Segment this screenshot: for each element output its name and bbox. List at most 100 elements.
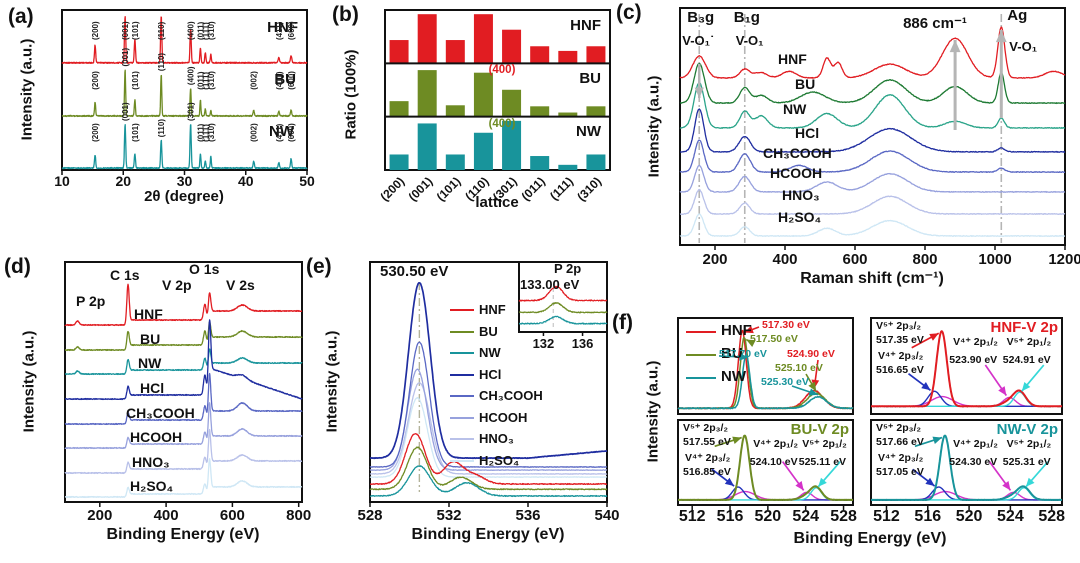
panel-e-xlabel: Binding Energy (eV) <box>411 526 565 543</box>
annotation-arrowhead <box>949 40 961 53</box>
ratio-bar-NW <box>445 154 465 170</box>
panel-f-overlay-frame <box>677 317 854 415</box>
inset-x-tick: 136 <box>572 336 594 351</box>
fit-envelope-hnf_fit <box>870 330 1063 408</box>
survey-curve-HCl <box>64 319 303 401</box>
fit-annotation-nw_fit-3: 517.05 eV <box>876 466 924 478</box>
xps-region-label: C 1s <box>110 267 140 283</box>
panel-f-left-x-tick: 528 <box>830 508 857 525</box>
panel-f-title-nw: NW-V 2p <box>996 421 1058 438</box>
ratio-bar-NW <box>530 156 550 170</box>
panel-e-inset-title: P 2p <box>554 261 582 276</box>
fit-annotation-bu_fit-1: 517.55 eV <box>683 436 731 448</box>
fit-annotation-nw_fit-2: V⁴⁺ 2p₃/₂ <box>878 452 924 464</box>
survey-curve-HNF <box>64 283 303 327</box>
xrd-peak-label: (310) <box>207 123 216 142</box>
panel-d-x-tick: 200 <box>87 507 112 524</box>
raman-series-label: H₂SO₄ <box>778 209 821 225</box>
xrd-peak-label: (600) <box>287 71 296 90</box>
annotation-arrowhead <box>1021 382 1031 392</box>
raman-series-label: HCOOH <box>770 165 822 181</box>
panel-b-400-annotation-bu: (400) <box>488 118 516 130</box>
xrd-peak-label: (001) <box>121 48 130 67</box>
v2p-ev-annotation-2: 517.70 eV <box>719 348 767 360</box>
ratio-bar-HNF <box>445 40 465 64</box>
raman-series-label: HNF <box>778 51 807 67</box>
panel-f-right-x-tick: 516 <box>914 508 941 525</box>
fit-annotation-hnf_fit-0: V⁵⁺ 2p₃/₂ <box>876 320 922 332</box>
legend-label-CH₃COOH: CH₃COOH <box>479 388 543 403</box>
fit-envelope-nw_fit <box>870 434 1063 501</box>
legend-swatch-HCl <box>450 373 474 376</box>
annotation-arrowhead <box>739 353 749 361</box>
raman-mode-label-b3g: B₃g <box>687 9 715 26</box>
panel-e-x-tick: 532 <box>436 507 461 524</box>
panel-a-x-tick: 50 <box>299 173 315 189</box>
annotation-arrowhead <box>1025 477 1035 487</box>
xrd-peak-label: (200) <box>91 123 100 142</box>
xrd-peak-label: (400) <box>187 66 196 85</box>
survey-series-label: NW <box>138 355 162 371</box>
annotation-arrowhead <box>732 436 742 444</box>
xps-region-label: O 1s <box>189 261 220 277</box>
panel-a-x-tick: 20 <box>115 173 131 189</box>
xrd-peak-label: (101) <box>131 123 140 142</box>
annotation-arrowhead <box>998 386 1007 396</box>
xrd-peak-label: (101) <box>131 71 140 90</box>
panel-f-ylabel: Intensity (a.u.) <box>644 360 662 463</box>
f-legend-swatch-NW <box>686 377 716 379</box>
ratio-bar-HNF <box>530 46 550 64</box>
panel-e-frame <box>369 261 608 503</box>
o1s-curve-HNO₃ <box>369 382 608 475</box>
o1s-curve-HNF <box>369 433 608 486</box>
xrd-series-label: NW <box>269 123 295 140</box>
panel-a-ylabel: Intensity (a.u.) <box>18 38 36 141</box>
legend-swatch-BU <box>450 330 474 333</box>
annotation-arrowhead <box>921 381 931 391</box>
ratio-bar-NW <box>417 123 437 170</box>
survey-curve-HCOOH <box>64 402 303 450</box>
xrd-peak-label: (011) <box>196 123 205 142</box>
xrd-peak-label: (110) <box>157 119 166 138</box>
legend-label-H₂SO₄: H₂SO₄ <box>479 452 520 468</box>
survey-series-label: BU <box>140 331 160 347</box>
p2p-inset-curve-NW <box>518 315 608 325</box>
survey-series-label: HNO₃ <box>132 454 170 470</box>
survey-curve-H₂SO₄ <box>64 458 303 499</box>
panel-label-f: (f) <box>612 311 633 334</box>
panel-e-inset-frame <box>518 261 608 333</box>
annotation-arrowhead <box>925 477 935 487</box>
panel-f-right-x-tick: 512 <box>873 508 900 525</box>
xrd-curve-NW <box>61 124 308 170</box>
xrd-peak-label: (001) <box>121 21 130 40</box>
raman-curve-HCl <box>679 108 1066 153</box>
fit-annotation-bu_fit-4: V⁴⁺ 2p₁/₂ <box>753 438 799 450</box>
raman-curve-BU <box>679 63 1066 105</box>
legend-label-HCl: HCl <box>479 366 502 382</box>
xrd-peak-label: (200) <box>91 21 100 40</box>
panel-c-ylabel: Intensity (a.u.) <box>645 75 663 178</box>
annotation-arrowhead <box>811 379 820 389</box>
ratio-bar-BU <box>558 112 578 117</box>
ratio-bar-BU <box>502 89 522 117</box>
raman-series-label: HCl <box>795 125 819 141</box>
annotation-arrowhead <box>995 30 1007 43</box>
annotation-arrowhead <box>808 381 817 392</box>
xrd-peak-label: (101) <box>131 21 140 40</box>
legend-label-BU: BU <box>479 323 498 339</box>
survey-curve-NW <box>64 348 303 376</box>
xrd-peak-label: (600) <box>287 21 296 40</box>
fit-annotation-hnf_fit-1: 517.35 eV <box>876 334 924 346</box>
fit-annotation-bu_fit-5: 524.10 eV <box>749 456 798 468</box>
fit-annotation-bu_fit-2: V⁴⁺ 2p₃/₂ <box>685 452 731 464</box>
panel-a-x-tick: 10 <box>54 173 70 189</box>
ratio-bar-BU <box>389 101 409 117</box>
panel-b-xlabel: lattice <box>475 194 519 211</box>
legend-label-HCOOH: HCOOH <box>479 409 528 425</box>
raman-curve-HCOOH <box>679 164 1066 193</box>
panel-d-xlabel: Binding Energy (eV) <box>106 526 260 543</box>
legend-label-HNF: HNF <box>479 302 506 317</box>
survey-curve-BU <box>64 321 303 352</box>
raman-bond-label-2: V-O₁ <box>735 33 764 48</box>
